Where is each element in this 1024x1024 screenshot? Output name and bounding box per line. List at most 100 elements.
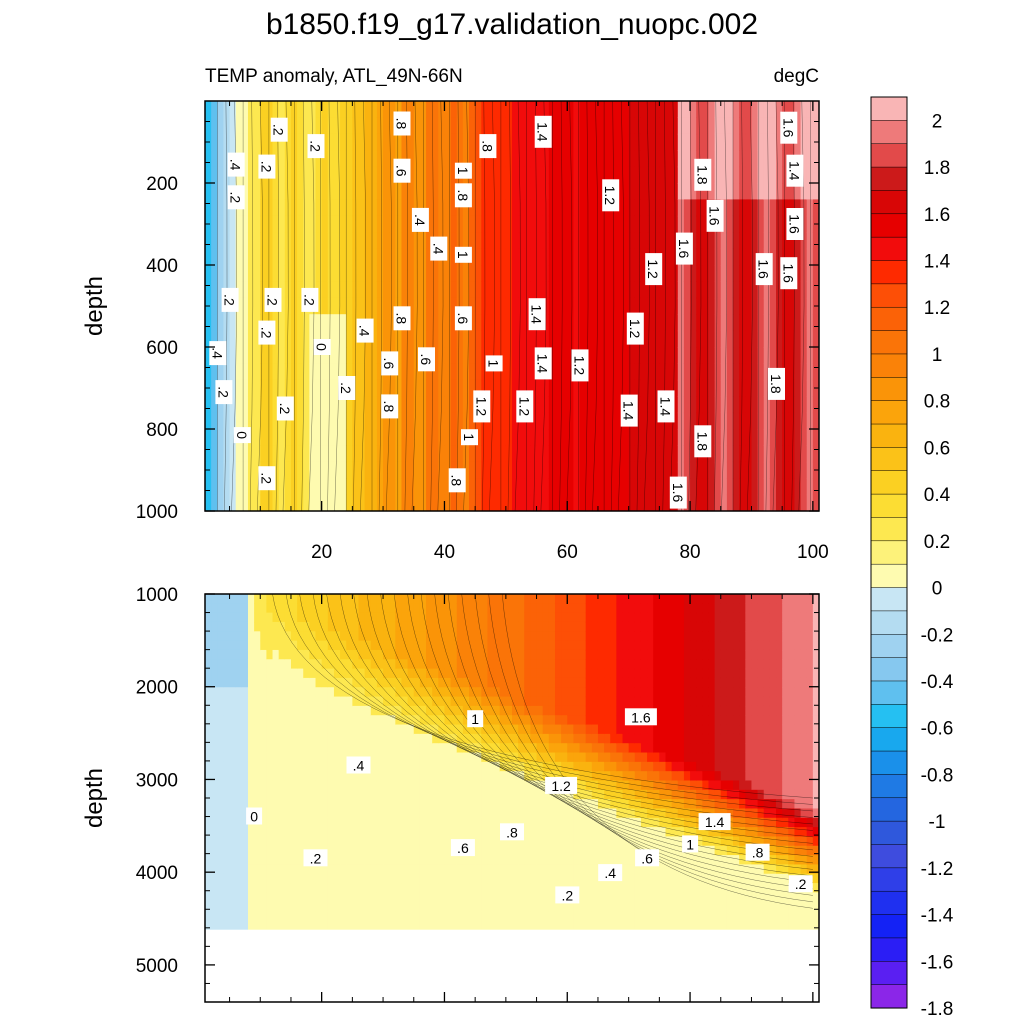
heatmap-cell bbox=[475, 640, 482, 651]
heatmap-cell bbox=[573, 724, 581, 735]
heatmap-cell bbox=[217, 836, 225, 847]
heatmap-cell bbox=[524, 594, 532, 604]
heatmap-cell bbox=[628, 117, 636, 135]
heatmap-cell bbox=[493, 920, 501, 931]
heatmap-cell bbox=[579, 603, 587, 614]
heatmap-cell bbox=[524, 733, 532, 744]
contour-label-text: 1.2 bbox=[602, 186, 618, 206]
heatmap-cell bbox=[530, 429, 538, 446]
heatmap-cell bbox=[364, 696, 372, 707]
heatmap-cell bbox=[622, 215, 630, 233]
heatmap-cell bbox=[278, 640, 286, 651]
heatmap-cell bbox=[444, 649, 452, 660]
heatmap-cell bbox=[217, 199, 225, 217]
heatmap-cell bbox=[401, 215, 409, 233]
heatmap-cell bbox=[321, 461, 329, 479]
heatmap-cell bbox=[561, 150, 568, 168]
heatmap-cell bbox=[634, 101, 642, 118]
heatmap-cell bbox=[690, 396, 697, 414]
heatmap-cell bbox=[493, 621, 501, 632]
heatmap-cell bbox=[493, 330, 501, 348]
heatmap-cell bbox=[702, 330, 710, 348]
heatmap-cell bbox=[284, 594, 292, 604]
heatmap-cell bbox=[548, 183, 556, 200]
heatmap-cell bbox=[278, 232, 286, 250]
heatmap-cell bbox=[591, 363, 599, 381]
heatmap-cell bbox=[769, 150, 777, 168]
heatmap-cell bbox=[622, 347, 630, 364]
heatmap-cell bbox=[217, 873, 225, 884]
heatmap-cell bbox=[573, 265, 581, 282]
heatmap-cell bbox=[536, 199, 544, 217]
heatmap-cell bbox=[395, 743, 403, 754]
heatmap-cell bbox=[634, 396, 642, 414]
heatmap-cell bbox=[505, 248, 513, 266]
heatmap-cell bbox=[346, 715, 353, 726]
heatmap-cell bbox=[542, 612, 550, 623]
heatmap-cell bbox=[456, 743, 464, 754]
heatmap-cell bbox=[241, 412, 249, 430]
heatmap-cell bbox=[321, 901, 329, 912]
heatmap-cell bbox=[284, 873, 292, 884]
heatmap-cell bbox=[413, 752, 421, 763]
heatmap-cell bbox=[395, 724, 403, 735]
heatmap-cell bbox=[297, 715, 304, 726]
contour-label: .2 bbox=[270, 117, 288, 142]
heatmap-cell bbox=[548, 901, 556, 912]
heatmap-cell bbox=[561, 594, 568, 604]
heatmap-cell bbox=[229, 494, 237, 511]
heatmap-cell bbox=[426, 817, 433, 828]
heatmap-cell bbox=[481, 668, 489, 679]
heatmap-cell bbox=[333, 771, 341, 782]
heatmap-cell bbox=[548, 883, 556, 893]
heatmap-cell bbox=[333, 347, 341, 364]
heatmap-cell bbox=[469, 677, 476, 688]
heatmap-cell bbox=[235, 412, 243, 430]
heatmap-cell bbox=[475, 461, 482, 479]
heatmap-cell bbox=[505, 199, 513, 217]
heatmap-cell bbox=[352, 659, 360, 670]
heatmap-cell bbox=[524, 789, 532, 800]
heatmap-cell bbox=[561, 494, 568, 511]
heatmap-cell bbox=[260, 117, 267, 135]
heatmap-cell bbox=[591, 314, 599, 332]
heatmap-cell bbox=[806, 232, 814, 250]
heatmap-cell bbox=[297, 166, 304, 184]
heatmap-cell bbox=[205, 733, 212, 744]
heatmap-cell bbox=[383, 248, 390, 266]
heatmap-cell bbox=[413, 248, 421, 266]
heatmap-cell bbox=[579, 232, 587, 250]
heatmap-cell bbox=[247, 478, 255, 496]
contour-label: 1 bbox=[485, 355, 503, 372]
heatmap-cell bbox=[241, 631, 249, 642]
heatmap-cell bbox=[505, 659, 513, 670]
heatmap-cell bbox=[524, 864, 532, 875]
heatmap-cell bbox=[205, 363, 212, 381]
heatmap-cell bbox=[315, 649, 323, 660]
heatmap-cell bbox=[346, 603, 353, 614]
heatmap-cell bbox=[389, 379, 396, 397]
heatmap-cell bbox=[554, 101, 562, 118]
heatmap-cell bbox=[229, 733, 237, 744]
heatmap-cell bbox=[297, 817, 304, 828]
heatmap-cell bbox=[217, 478, 225, 496]
heatmap-cell bbox=[567, 347, 574, 364]
heatmap-cell bbox=[426, 494, 433, 511]
heatmap-cell bbox=[309, 183, 317, 200]
heatmap-cell bbox=[389, 780, 396, 791]
heatmap-cell bbox=[653, 199, 660, 217]
heatmap-cell bbox=[370, 330, 378, 348]
heatmap-cell bbox=[536, 281, 544, 299]
heatmap-cell bbox=[647, 133, 654, 151]
heatmap-cell bbox=[205, 668, 212, 679]
heatmap-cell bbox=[640, 461, 648, 479]
heatmap-cell bbox=[241, 363, 249, 381]
heatmap-cell bbox=[726, 347, 734, 364]
heatmap-cell bbox=[383, 677, 390, 688]
heatmap-cell bbox=[327, 855, 335, 865]
heatmap-cell bbox=[426, 780, 433, 791]
heatmap-cell bbox=[383, 724, 390, 735]
heatmap-cell bbox=[530, 166, 538, 184]
heatmap-cell bbox=[444, 873, 452, 884]
heatmap-cell bbox=[450, 873, 458, 884]
